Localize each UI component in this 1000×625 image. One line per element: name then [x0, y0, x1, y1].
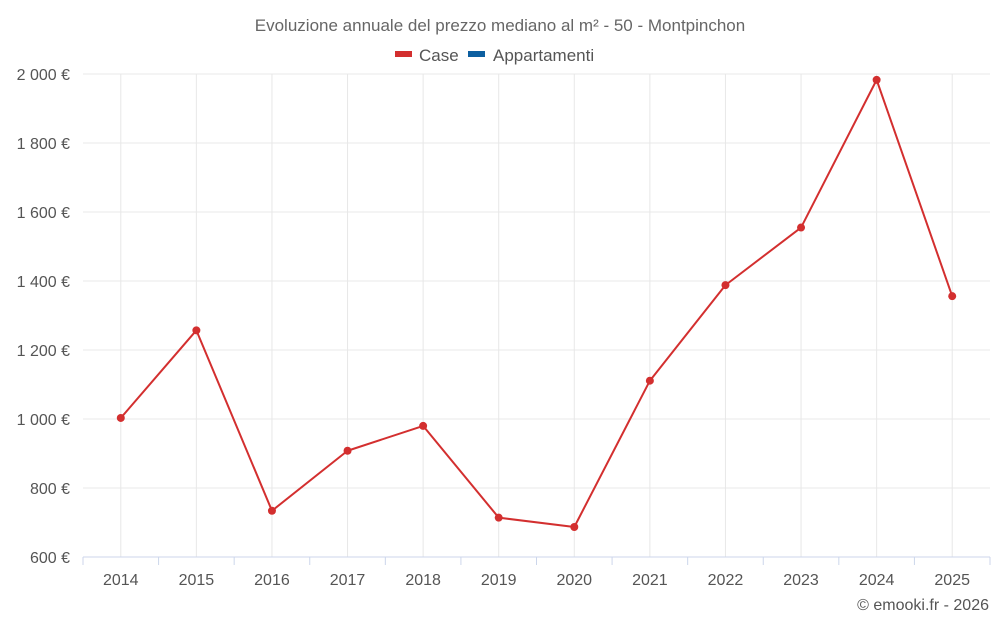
- data-point[interactable]: [797, 223, 806, 232]
- data-point[interactable]: [419, 421, 428, 430]
- y-tick-label: 1 600 €: [17, 205, 70, 222]
- legend: Case Appartamenti: [395, 46, 594, 65]
- x-tick-label: 2014: [103, 572, 139, 589]
- legend-label-case: Case: [419, 46, 459, 65]
- credit: © emooki.fr - 2026: [857, 597, 989, 614]
- data-point[interactable]: [721, 281, 730, 290]
- y-tick-label: 1 800 €: [17, 136, 70, 153]
- data-point[interactable]: [570, 522, 579, 531]
- data-point[interactable]: [645, 376, 654, 385]
- data-point[interactable]: [948, 292, 957, 301]
- x-tick-label: 2018: [405, 572, 441, 589]
- x-tick-label: 2017: [330, 572, 366, 589]
- x-tick-label: 2022: [708, 572, 744, 589]
- grid: [83, 73, 990, 557]
- x-tick-label: 2024: [859, 572, 895, 589]
- x-axis: 2014 2015 2016 2017 2018 2019 2020 2021 2022 2023…: [82, 556, 991, 589]
- x-tick-label: 2021: [632, 572, 668, 589]
- x-tick-label: 2023: [783, 572, 819, 589]
- series-line-case: [120, 78, 954, 528]
- y-tick-label: 1 000 €: [17, 412, 70, 429]
- data-point[interactable]: [116, 413, 125, 422]
- legend-swatch-appartamenti: [468, 51, 485, 57]
- y-tick-label: 600 €: [30, 550, 70, 567]
- legend-swatch-case: [395, 51, 412, 57]
- legend-item-appartamenti[interactable]: Appartamenti: [468, 46, 594, 65]
- data-point[interactable]: [872, 75, 881, 84]
- x-tick-label: 2019: [481, 572, 517, 589]
- chart-title: Evoluzione annuale del prezzo mediano al…: [255, 16, 745, 35]
- data-point[interactable]: [494, 513, 503, 522]
- y-tick-label: 1 400 €: [17, 274, 70, 291]
- y-tick-label: 1 200 €: [17, 343, 70, 360]
- y-axis: 600 € 800 € 1 000 € 1 200 € 1 400 € 1 600 € 1 …: [17, 67, 70, 567]
- data-point[interactable]: [343, 446, 352, 455]
- x-tick-label: 2025: [934, 572, 970, 589]
- legend-label-appartamenti: Appartamenti: [493, 46, 594, 65]
- x-tick-label: 2015: [179, 572, 215, 589]
- legend-item-case[interactable]: Case: [395, 46, 459, 65]
- series-layer: [116, 75, 957, 531]
- y-tick-label: 800 €: [30, 481, 70, 498]
- y-tick-label: 2 000 €: [17, 67, 70, 84]
- x-tick-label: 2016: [254, 572, 290, 589]
- data-point[interactable]: [267, 506, 276, 515]
- data-point[interactable]: [192, 326, 201, 335]
- x-tick-label: 2020: [556, 572, 592, 589]
